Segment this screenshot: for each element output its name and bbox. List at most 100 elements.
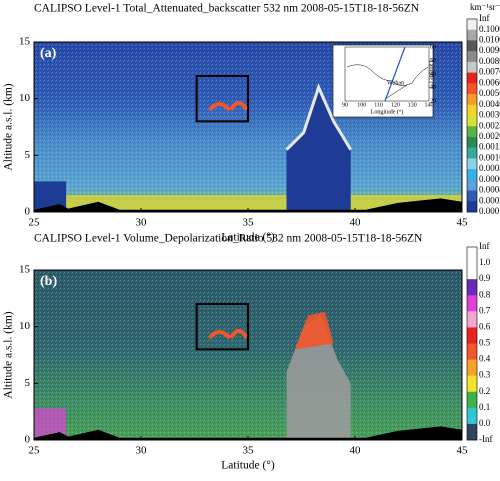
colorbar-label: 0.8 <box>479 289 491 299</box>
x-tick-label: 25 <box>29 217 41 229</box>
y-tick-label: 5 <box>25 377 31 389</box>
colorbar-label: 0.1 <box>479 402 490 412</box>
colorbar-label: Inf <box>479 13 490 23</box>
colorbar-swatch <box>467 94 477 106</box>
cloud-column <box>286 87 351 212</box>
panel: CALIPSO Level-1 Volume_Depolarization_Ra… <box>3 233 493 472</box>
colorbar-swatch <box>467 295 477 312</box>
y-tick-label: 5 <box>25 149 31 161</box>
inset-x-tick-label: 110 <box>374 102 383 108</box>
colorbar-frame <box>466 246 478 441</box>
x-tick-label: 40 <box>350 217 362 229</box>
chart-title: CALIPSO Level-1 Volume_Depolarization_Ra… <box>34 233 423 245</box>
inset-x-tick-label: 140 <box>425 102 434 108</box>
colorbar-swatch <box>467 359 477 376</box>
box-clouds <box>207 101 249 112</box>
colorbar-label: 0.0001 <box>479 206 500 216</box>
aerosol-layer <box>34 195 462 212</box>
colorbar-swatch <box>467 51 477 63</box>
colorbar-label: 0.0008 <box>479 163 500 173</box>
colorbar-label: 0.6 <box>479 321 491 331</box>
image-texture <box>34 270 462 440</box>
x-tick-label: 35 <box>243 445 255 457</box>
x-tick-label: 35 <box>243 217 255 229</box>
x-tick-label: 30 <box>136 217 148 229</box>
x-tick-label: 45 <box>457 217 469 229</box>
x-tick-label: 30 <box>136 445 148 457</box>
colorbar-swatch <box>467 327 477 344</box>
panel-label: (a) <box>40 46 57 61</box>
colorbar-swatch <box>467 263 477 280</box>
y-tick-label: 0 <box>25 206 31 218</box>
colorbar-swatch <box>467 72 477 84</box>
colorbar-label: Inf <box>479 241 490 251</box>
colorbar-swatch <box>467 190 477 202</box>
x-axis-label: Latitude (°) <box>221 232 275 244</box>
inset-x-tick-label: 120 <box>391 102 400 108</box>
inset-y-tick-label: 20 <box>430 98 436 104</box>
x-tick-label: 25 <box>29 445 41 457</box>
region-box <box>195 75 249 123</box>
inset-bg <box>332 44 434 118</box>
inset-y-tick-label: 50 <box>430 58 436 64</box>
region-box <box>195 303 249 351</box>
inset-x-tick-label: 90 <box>342 102 348 108</box>
inset-y-label: Latitude (°) <box>428 60 435 88</box>
cloud-top <box>285 83 353 151</box>
y-tick-label: 10 <box>19 92 31 104</box>
colorbar-label: 0.5 <box>479 338 491 348</box>
inset-y-tick-label: 40 <box>430 71 436 77</box>
colorbar-swatch <box>467 158 477 170</box>
inset-city: Wuhan <box>387 80 404 86</box>
y-axis-label: Altitude a.s.l. (km) <box>3 311 15 398</box>
colorbar-label: 0.0025 <box>479 120 500 130</box>
colorbar-swatch <box>467 61 477 73</box>
colorbar-swatch <box>467 311 477 328</box>
y-tick-label: 15 <box>19 36 31 48</box>
panel: CALIPSO Level-1 Total_Attenuated_backsca… <box>3 2 500 244</box>
colorbar-unit: km⁻¹sr⁻¹ <box>470 2 500 12</box>
y-tick-label: 15 <box>19 264 31 276</box>
colorbar-label: 0.0004 <box>479 185 500 195</box>
colorbar-swatch <box>467 19 477 31</box>
colorbar-label: 1.0 <box>479 257 491 267</box>
colorbar-swatch <box>467 147 477 159</box>
colorbar-swatch <box>467 104 477 116</box>
colorbar-label: 0.0006 <box>479 174 500 184</box>
inset-y-tick-label: 60 <box>430 44 436 50</box>
inset-x-tick-label: 100 <box>357 102 366 108</box>
x-tick-label: 40 <box>350 445 362 457</box>
x-tick-label: 45 <box>457 445 469 457</box>
colorbar-label: 0.0015 <box>479 142 500 152</box>
y-axis-label: Altitude a.s.l. (km) <box>3 83 15 170</box>
colorbar-swatch <box>467 279 477 296</box>
colorbar-swatch <box>467 201 477 213</box>
colorbar-swatch <box>467 169 477 181</box>
colorbar-swatch <box>467 247 477 264</box>
colorbar-label: 0.2 <box>479 386 490 396</box>
y-tick-label: 0 <box>25 434 31 446</box>
y-tick-label: 10 <box>19 320 31 332</box>
colorbar-swatch <box>467 126 477 138</box>
terrain <box>34 198 462 212</box>
colorbar-swatch <box>467 115 477 127</box>
colorbar-swatch <box>467 83 477 95</box>
colorbar-label: 0.0 <box>479 418 491 428</box>
colorbar-swatch <box>467 136 477 148</box>
colorbar-swatch <box>467 40 477 52</box>
terrain <box>34 426 462 440</box>
colorbar-swatch <box>467 407 477 425</box>
colorbar-label: 0.4 <box>479 354 491 364</box>
